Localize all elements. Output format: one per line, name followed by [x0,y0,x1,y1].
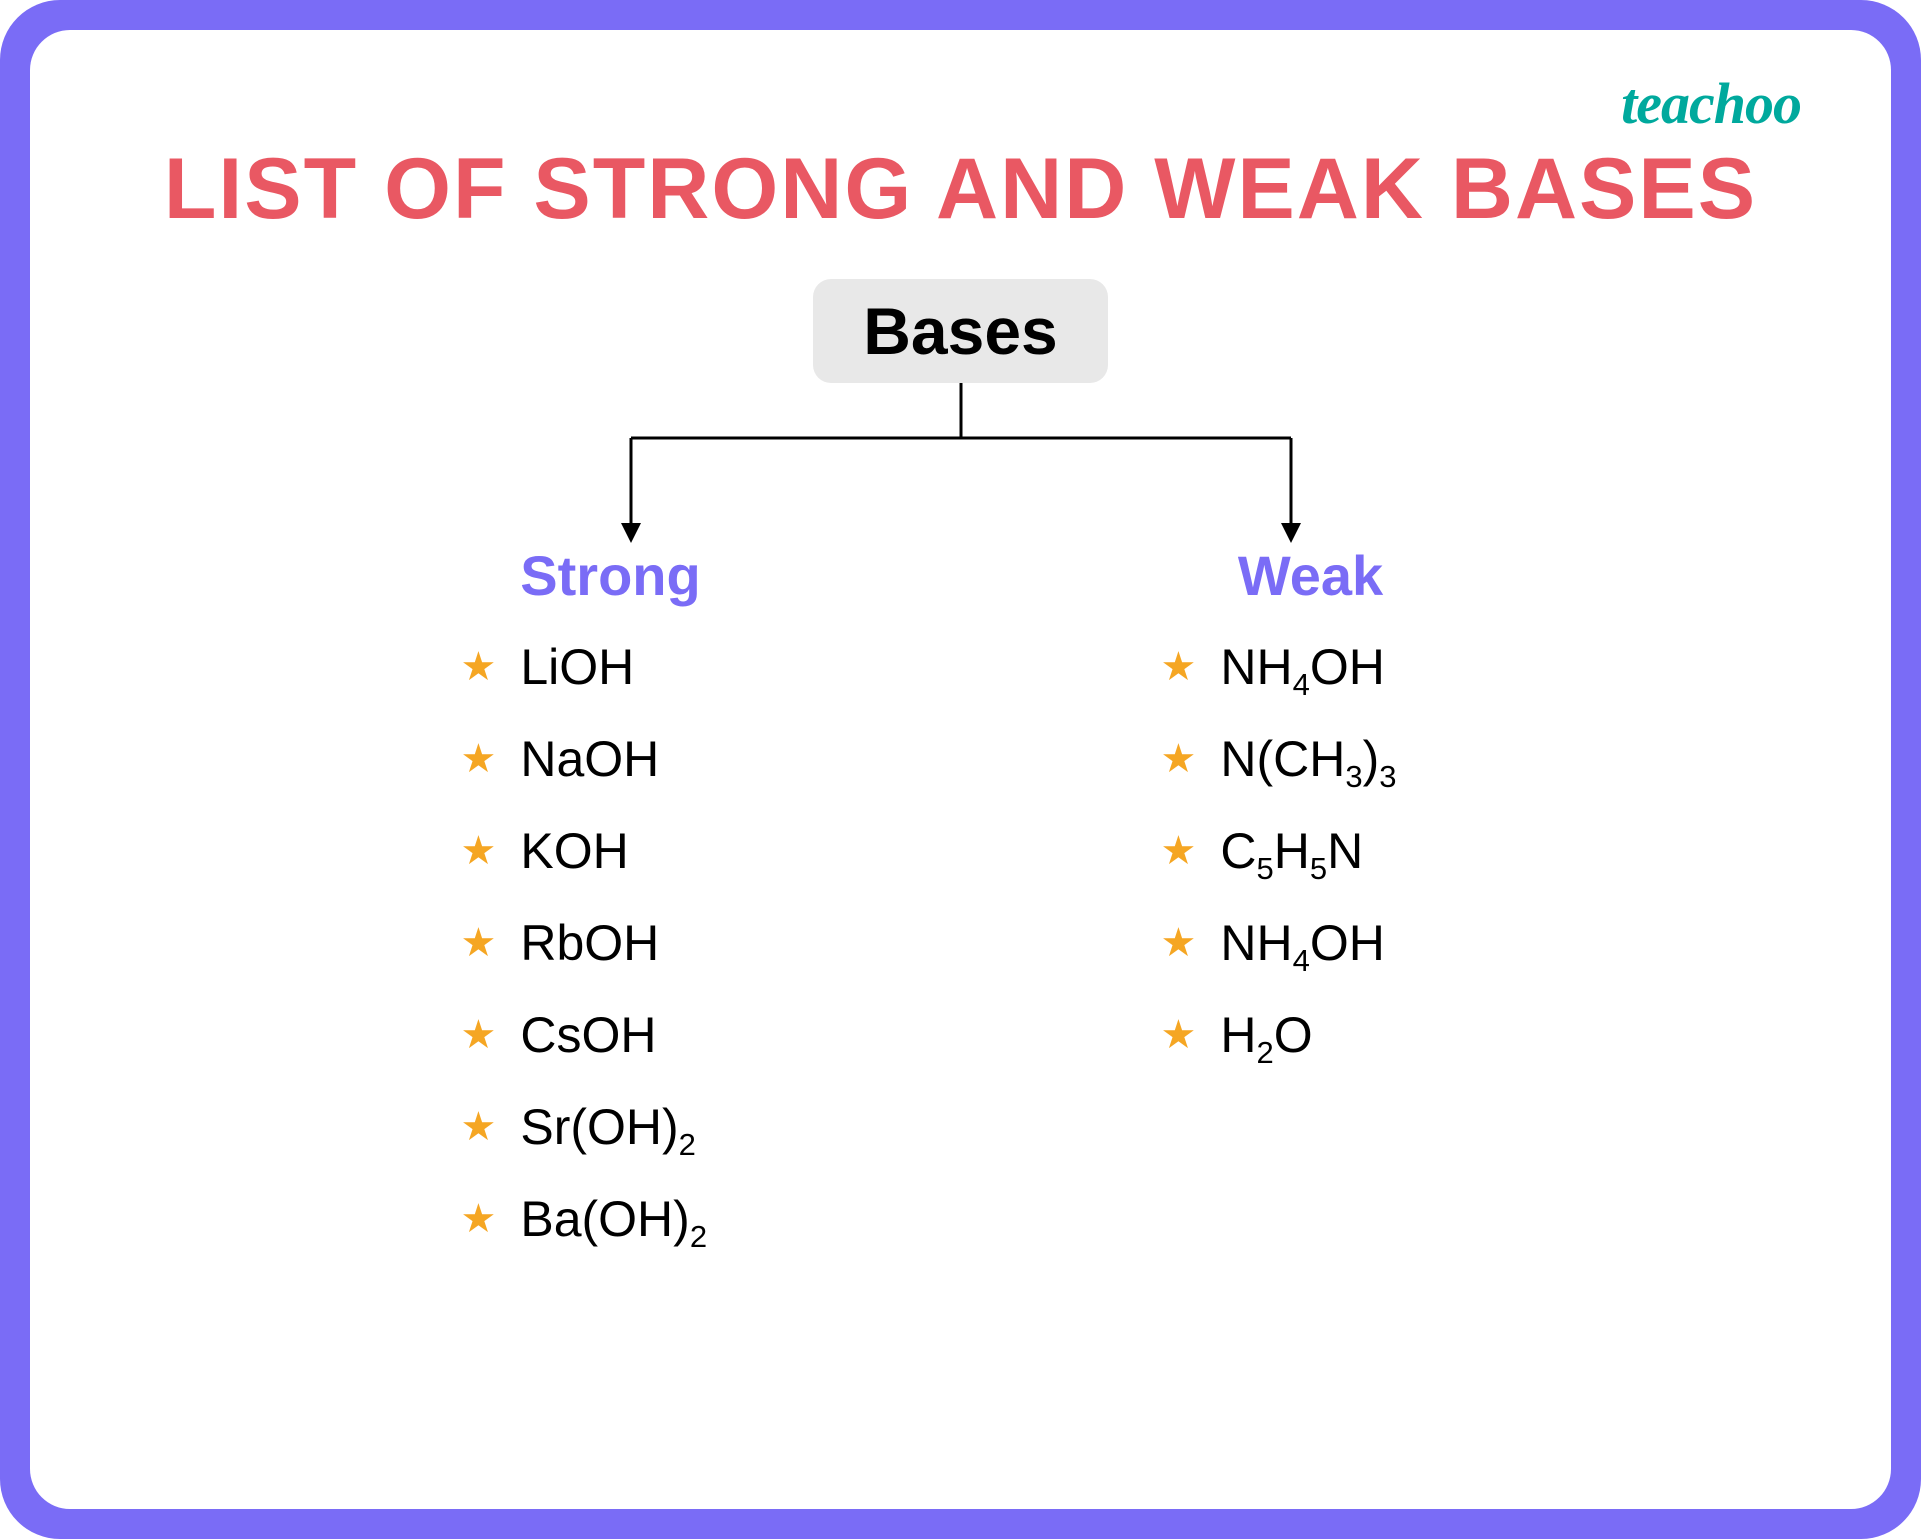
list-item: ★ Ba(OH)2 [461,1190,771,1248]
list-item: ★ RbOH [461,914,771,972]
branch-weak: Weak ★ NH4OH ★ N(CH3)3 ★ C5H5N [1151,543,1471,1282]
formula-text: Ba(OH)2 [520,1190,707,1248]
star-icon: ★ [461,831,497,871]
formula-text: C5H5N [1220,822,1363,880]
brand-logo: teachoo [1621,70,1801,137]
formula-text: H2O [1220,1006,1312,1064]
formula-text: N(CH3)3 [1220,730,1396,788]
star-icon: ★ [1161,831,1197,871]
branch-strong: Strong ★ LiOH ★ NaOH ★ KOH ★ [451,543,771,1282]
formula-text: LiOH [520,638,634,696]
list-item: ★ NH4OH [1161,638,1471,696]
formula-text: KOH [520,822,628,880]
star-icon: ★ [1161,923,1197,963]
formula-text: RbOH [520,914,659,972]
star-icon: ★ [1161,1015,1197,1055]
formula-text: CsOH [520,1006,656,1064]
weak-list: ★ NH4OH ★ N(CH3)3 ★ C5H5N ★ NH4OH [1151,638,1471,1064]
star-icon: ★ [461,1015,497,1055]
list-item: ★ C5H5N [1161,822,1471,880]
star-icon: ★ [461,647,497,687]
star-icon: ★ [1161,647,1197,687]
branch-header-weak: Weak [1151,543,1471,608]
star-icon: ★ [461,1199,497,1239]
list-item: ★ LiOH [461,638,771,696]
list-item: ★ KOH [461,822,771,880]
tree-root-node: Bases [813,279,1108,383]
formula-text: NH4OH [1220,638,1384,696]
list-item: ★ H2O [1161,1006,1471,1064]
branch-header-strong: Strong [451,543,771,608]
inner-card: teachoo LIST OF STRONG AND WEAK BASES Ba… [30,30,1891,1509]
formula-text: Sr(OH)2 [520,1098,696,1156]
star-icon: ★ [461,1107,497,1147]
star-icon: ★ [1161,739,1197,779]
star-icon: ★ [461,923,497,963]
list-item: ★ CsOH [461,1006,771,1064]
outer-frame: teachoo LIST OF STRONG AND WEAK BASES Ba… [0,0,1921,1539]
tree-connector-svg [511,383,1411,553]
list-item: ★ NaOH [461,730,771,788]
list-item: ★ Sr(OH)2 [461,1098,771,1156]
page-title: LIST OF STRONG AND WEAK BASES [90,140,1831,239]
tree-columns: Strong ★ LiOH ★ NaOH ★ KOH ★ [90,543,1831,1282]
list-item: ★ NH4OH [1161,914,1471,972]
tree-connector-wrap [90,383,1831,553]
strong-list: ★ LiOH ★ NaOH ★ KOH ★ RbOH [451,638,771,1248]
star-icon: ★ [461,739,497,779]
formula-text: NH4OH [1220,914,1384,972]
list-item: ★ N(CH3)3 [1161,730,1471,788]
formula-text: NaOH [520,730,659,788]
